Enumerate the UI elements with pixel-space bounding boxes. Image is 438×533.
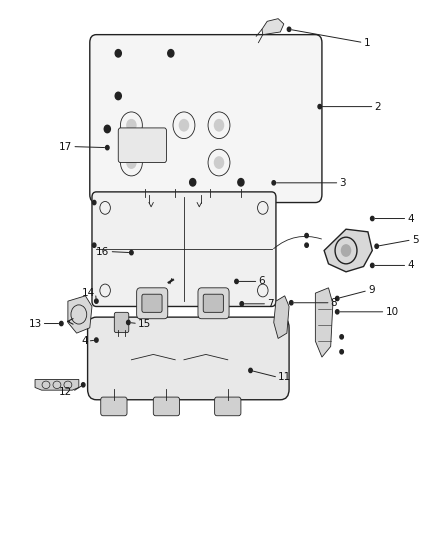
FancyBboxPatch shape xyxy=(198,288,229,319)
Polygon shape xyxy=(274,296,289,338)
Circle shape xyxy=(130,251,133,255)
Text: 13: 13 xyxy=(28,319,42,328)
Circle shape xyxy=(341,244,351,257)
Circle shape xyxy=(371,216,374,221)
Circle shape xyxy=(115,92,121,100)
Circle shape xyxy=(238,179,244,186)
Circle shape xyxy=(240,302,244,306)
Text: 4: 4 xyxy=(81,336,88,346)
Circle shape xyxy=(179,119,189,132)
Circle shape xyxy=(249,368,252,373)
Circle shape xyxy=(60,321,63,326)
FancyBboxPatch shape xyxy=(153,397,180,416)
Circle shape xyxy=(92,200,96,205)
Text: 6: 6 xyxy=(258,277,265,286)
Circle shape xyxy=(305,233,308,238)
Polygon shape xyxy=(324,229,372,272)
Circle shape xyxy=(106,146,109,150)
Text: 12: 12 xyxy=(59,387,72,397)
Circle shape xyxy=(126,119,137,132)
FancyBboxPatch shape xyxy=(137,288,168,319)
Text: 8: 8 xyxy=(331,298,337,308)
Text: 5: 5 xyxy=(412,235,418,245)
Text: 9: 9 xyxy=(368,286,374,295)
Text: 4: 4 xyxy=(407,261,414,270)
Text: 1: 1 xyxy=(364,38,370,47)
FancyBboxPatch shape xyxy=(203,294,223,312)
FancyBboxPatch shape xyxy=(215,397,241,416)
Circle shape xyxy=(214,156,224,169)
Text: 10: 10 xyxy=(385,307,399,317)
Circle shape xyxy=(95,299,98,303)
Circle shape xyxy=(371,263,374,268)
Circle shape xyxy=(214,119,224,132)
FancyBboxPatch shape xyxy=(118,128,166,163)
Circle shape xyxy=(127,320,130,325)
Text: 17: 17 xyxy=(59,142,72,151)
Circle shape xyxy=(318,104,321,109)
Circle shape xyxy=(168,50,174,57)
Circle shape xyxy=(305,243,308,247)
Circle shape xyxy=(104,125,110,133)
Circle shape xyxy=(340,335,343,339)
Circle shape xyxy=(272,181,276,185)
Circle shape xyxy=(92,243,96,247)
FancyBboxPatch shape xyxy=(114,312,129,333)
FancyBboxPatch shape xyxy=(90,35,322,203)
Text: 16: 16 xyxy=(96,247,110,256)
Text: 2: 2 xyxy=(374,102,381,111)
Text: 14: 14 xyxy=(82,288,95,298)
Circle shape xyxy=(190,179,196,186)
Circle shape xyxy=(95,338,98,342)
Circle shape xyxy=(287,27,291,31)
FancyBboxPatch shape xyxy=(142,294,162,312)
Circle shape xyxy=(336,310,339,314)
Circle shape xyxy=(340,350,343,354)
Circle shape xyxy=(126,156,137,169)
Text: 4: 4 xyxy=(407,214,414,223)
Text: 7: 7 xyxy=(267,299,274,309)
Polygon shape xyxy=(262,19,284,35)
Circle shape xyxy=(375,244,378,248)
Polygon shape xyxy=(35,379,79,390)
Circle shape xyxy=(290,301,293,305)
Circle shape xyxy=(336,296,339,301)
Polygon shape xyxy=(68,296,92,333)
Text: 15: 15 xyxy=(138,319,151,328)
Circle shape xyxy=(81,383,85,387)
Text: 3: 3 xyxy=(339,178,346,188)
Circle shape xyxy=(115,50,121,57)
FancyBboxPatch shape xyxy=(92,192,276,306)
Text: 11: 11 xyxy=(278,373,291,382)
FancyBboxPatch shape xyxy=(101,397,127,416)
FancyBboxPatch shape xyxy=(88,317,289,400)
Circle shape xyxy=(235,279,238,284)
Polygon shape xyxy=(315,288,333,357)
